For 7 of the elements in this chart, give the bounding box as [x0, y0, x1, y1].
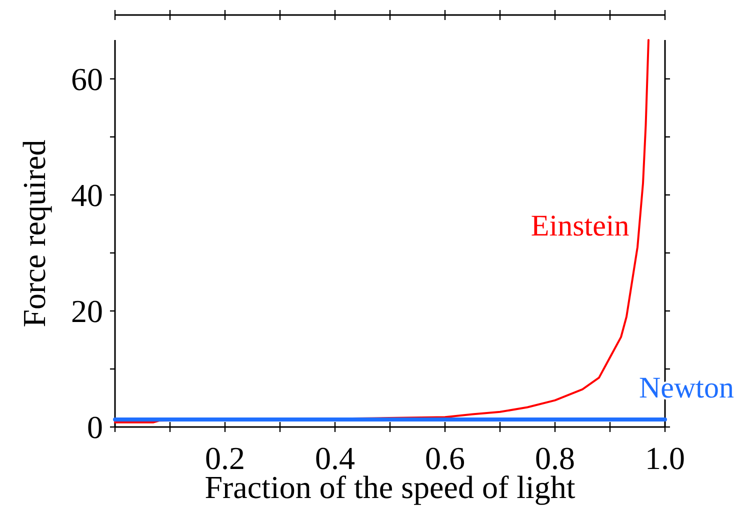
x-tick-label: 1.0 — [645, 440, 685, 476]
y-tick-label: 20 — [71, 292, 103, 329]
y-tick-label: 60 — [71, 60, 103, 97]
y-tick-label: 40 — [71, 176, 103, 213]
y-axis-title: Force required — [16, 140, 52, 328]
series-label: Einstein — [530, 210, 630, 243]
y-tick-label: 0 — [87, 409, 103, 445]
